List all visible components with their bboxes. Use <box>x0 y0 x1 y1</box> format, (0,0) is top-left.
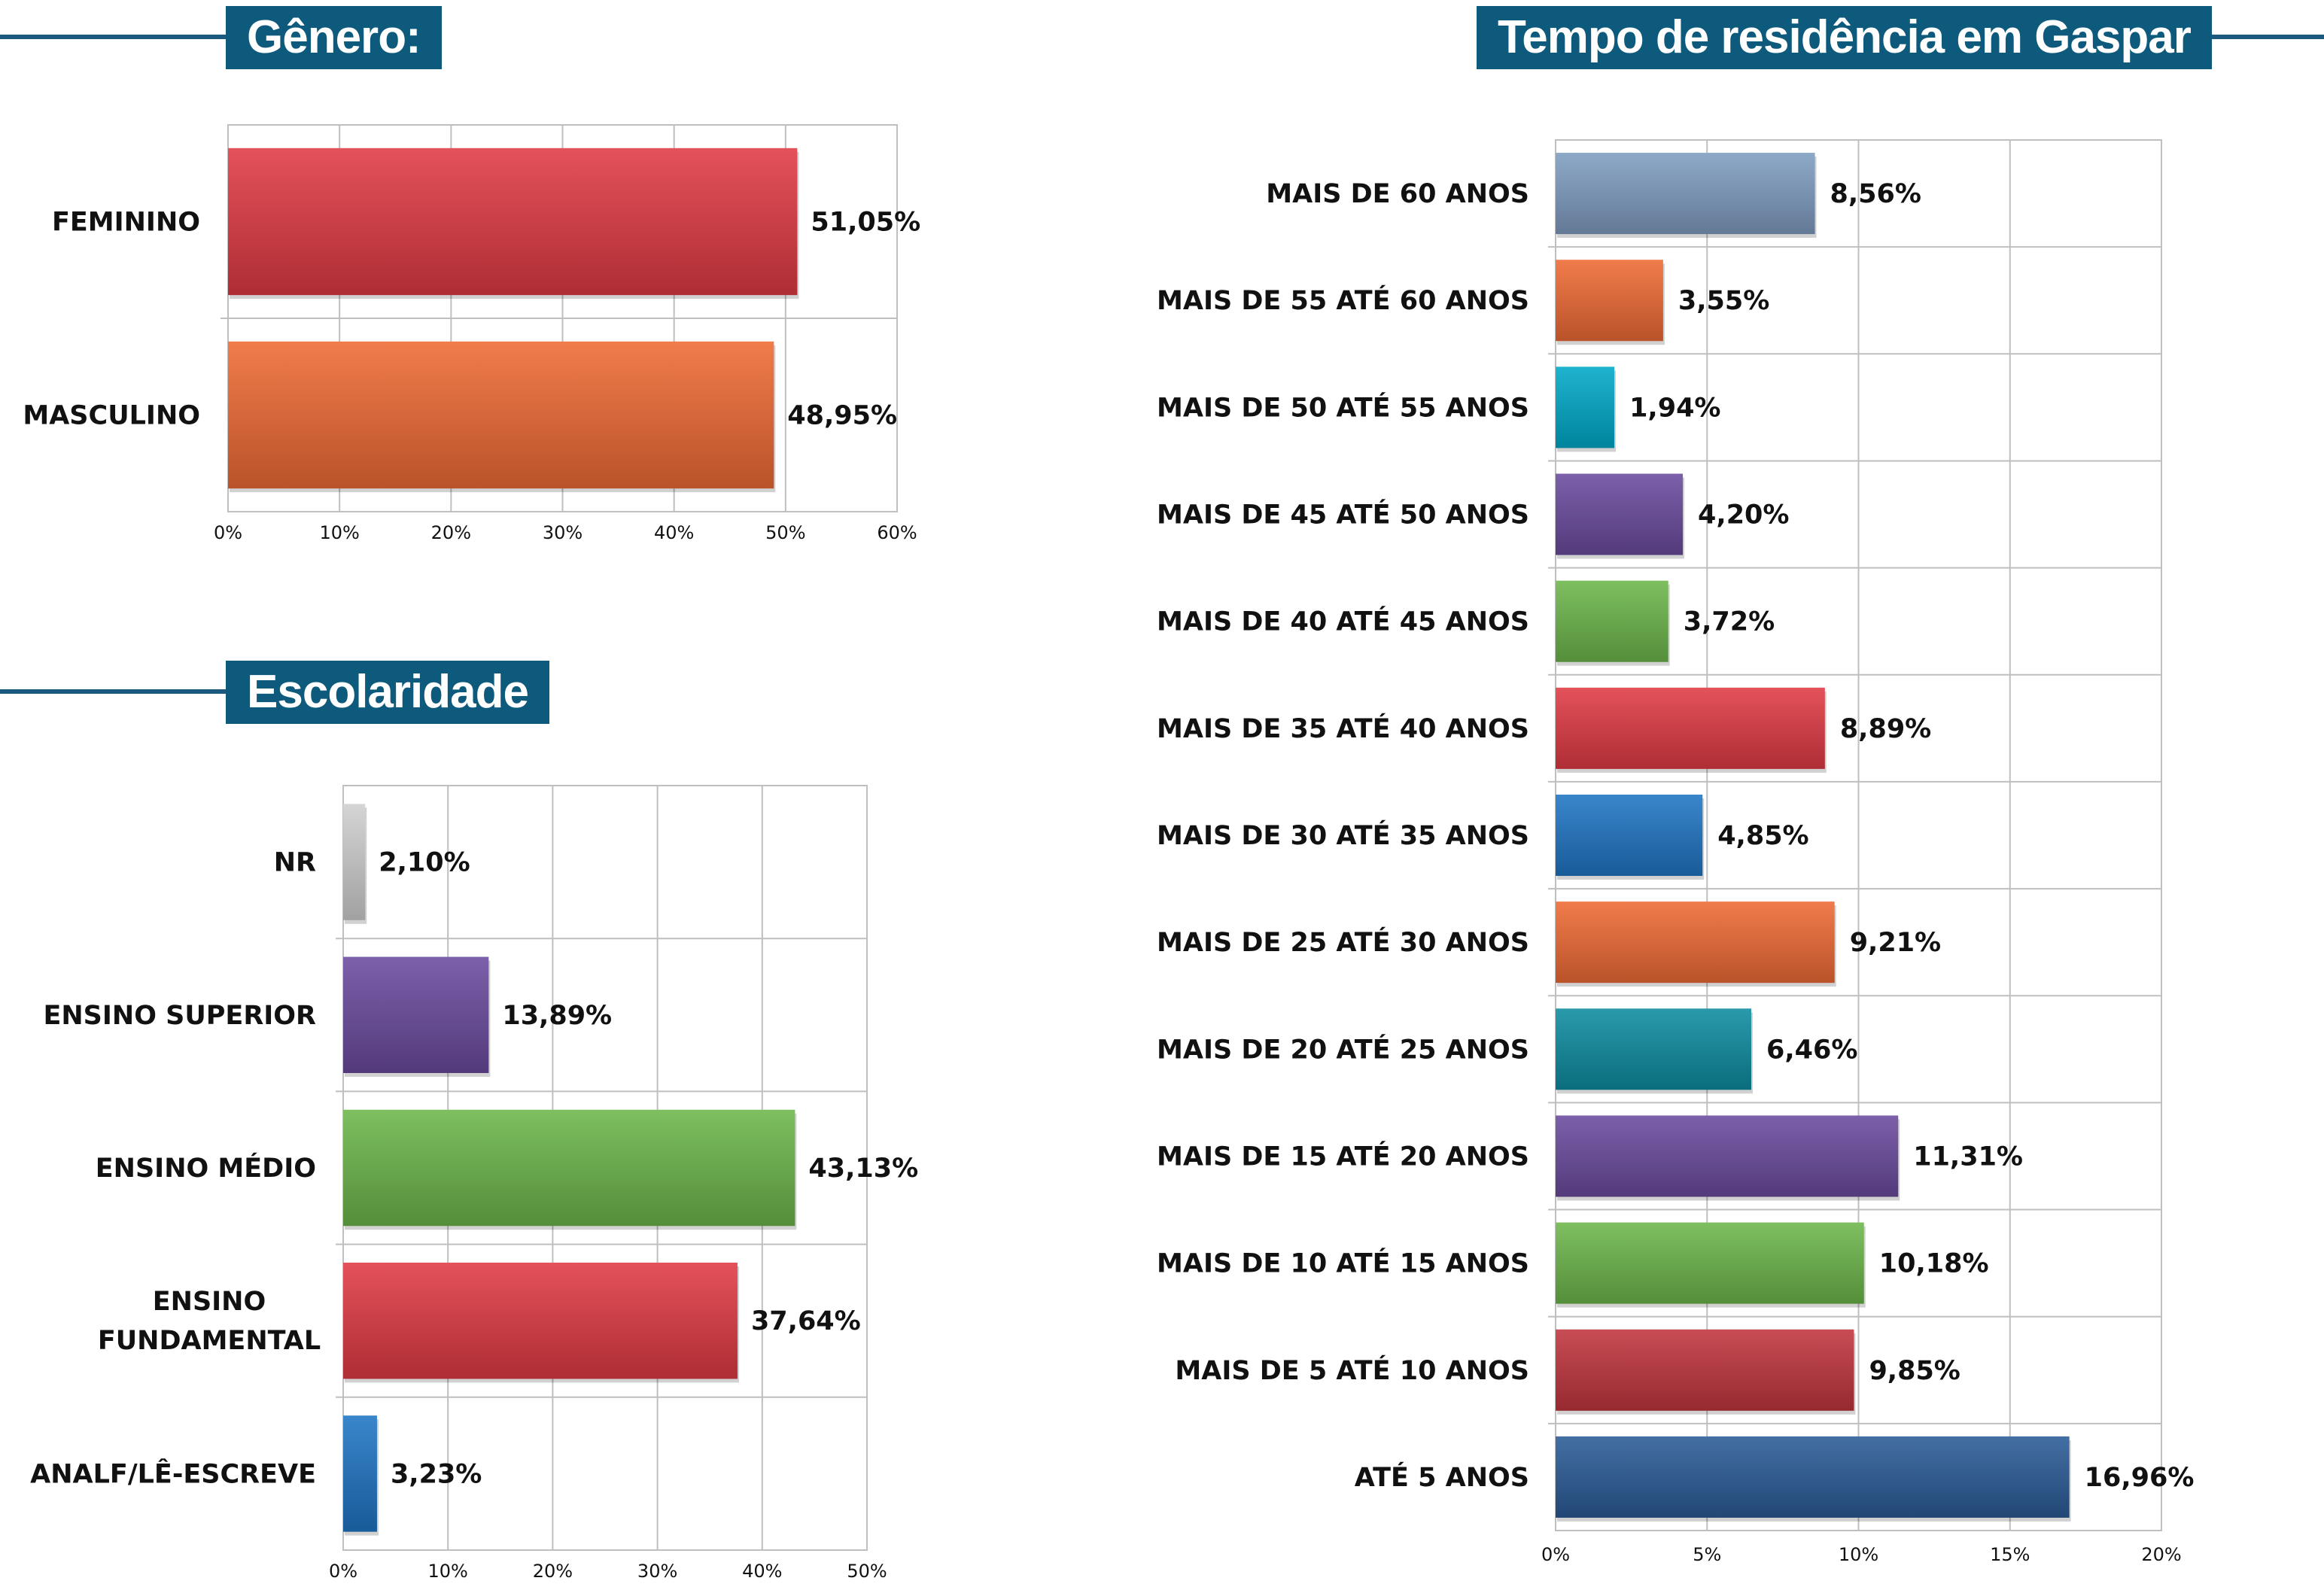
genero-value-label: 51,05% <box>811 208 920 238</box>
escolaridade-category-label: ENSINO SUPERIOR <box>43 1001 316 1031</box>
tempo-tick-label: 0% <box>1541 1544 1570 1565</box>
escolaridade-tick-label: 50% <box>847 1561 887 1582</box>
tempo-category-label: MAIS DE 30 ATÉ 35 ANOS <box>1157 819 1529 851</box>
genero-value-label: 48,95% <box>787 401 897 431</box>
tempo-category-label: MAIS DE 50 ATÉ 55 ANOS <box>1157 391 1529 423</box>
escolaridade-category-label: NR <box>274 848 316 878</box>
tempo-value-label: 8,56% <box>1830 179 1921 209</box>
tempo-category-label: MAIS DE 60 ANOS <box>1266 179 1529 209</box>
tempo-bar <box>1556 1008 1752 1090</box>
genero-header-line <box>0 35 226 39</box>
genero-tick-label: 0% <box>214 522 242 543</box>
escolaridade-bar <box>343 956 489 1074</box>
tempo-bar <box>1556 687 1825 769</box>
escolaridade-value-label: 43,13% <box>808 1154 918 1184</box>
tempo-category-label: MAIS DE 25 ATÉ 30 ANOS <box>1157 926 1529 958</box>
tempo-value-label: 6,46% <box>1766 1035 1857 1065</box>
tempo-bar <box>1556 580 1668 662</box>
tempo-category-label: MAIS DE 15 ATÉ 20 ANOS <box>1157 1140 1529 1172</box>
tempo-bar <box>1556 366 1615 448</box>
tempo-category-label: MAIS DE 5 ATÉ 10 ANOS <box>1175 1354 1529 1386</box>
tempo-value-label: 4,20% <box>1698 500 1789 530</box>
tempo-bar <box>1556 1115 1899 1197</box>
genero-tick-label: 20% <box>431 522 471 543</box>
escolaridade-tick-label: 0% <box>329 1561 357 1582</box>
tempo-value-label: 9,85% <box>1869 1356 1960 1386</box>
genero-bar <box>228 147 798 296</box>
genero-category-label: FEMININO <box>52 208 200 238</box>
escolaridade-category-label: ENSINO FUNDAMENTAL <box>98 1287 321 1356</box>
tempo-value-label: 3,55% <box>1678 286 1769 316</box>
tempo-value-label: 4,85% <box>1717 821 1808 851</box>
tempo-value-label: 3,72% <box>1684 607 1775 637</box>
escolaridade-bar <box>343 1109 795 1227</box>
escolaridade-tick-label: 10% <box>428 1561 468 1582</box>
genero-section-title: Gênero: <box>226 6 442 69</box>
tempo-bar <box>1556 794 1703 877</box>
tempo-bar <box>1556 260 1663 342</box>
escolaridade-tick-label: 30% <box>637 1561 677 1582</box>
escolaridade-tick-label: 40% <box>742 1561 782 1582</box>
genero-tick-label: 10% <box>319 522 359 543</box>
tempo-value-label: 16,96% <box>2085 1463 2195 1493</box>
tempo-category-label: MAIS DE 35 ATÉ 40 ANOS <box>1157 713 1529 744</box>
escolaridade-tick-label: 20% <box>533 1561 573 1582</box>
tempo-bar <box>1556 473 1684 555</box>
genero-tick-label: 60% <box>877 522 917 543</box>
tempo-category-label: MAIS DE 55 ATÉ 60 ANOS <box>1157 284 1529 316</box>
escolaridade-header-line <box>0 689 226 694</box>
tempo-tick-label: 5% <box>1693 1544 1721 1565</box>
tempo-value-label: 10,18% <box>1879 1249 1989 1279</box>
tempo-category-label: MAIS DE 40 ATÉ 45 ANOS <box>1157 606 1529 637</box>
escolaridade-bar <box>343 1262 738 1379</box>
tempo-bar <box>1556 153 1815 235</box>
escolaridade-bar <box>343 1415 377 1532</box>
tempo-value-label: 11,31% <box>1913 1142 2023 1172</box>
genero-chart: 0% 10% 20% 30% 40% 50% 60% 51,05% FEMININO 48,95%… <box>23 124 920 543</box>
tempo-value-label: 1,94% <box>1629 393 1720 423</box>
tempo-section-title: Tempo de residência em Gaspar <box>1477 6 2212 69</box>
tempo-tick-label: 20% <box>2141 1544 2181 1565</box>
genero-bar <box>228 341 774 489</box>
escolaridade-value-label: 2,10% <box>379 848 470 878</box>
genero-category-label: MASCULINO <box>23 401 200 431</box>
tempo-value-label: 9,21% <box>1850 928 1941 958</box>
tempo-bar <box>1556 901 1835 983</box>
escolaridade-value-label: 37,64% <box>751 1306 861 1336</box>
tempo-category-label: MAIS DE 20 ATÉ 25 ANOS <box>1157 1033 1529 1065</box>
tempo-bar <box>1556 1436 2070 1518</box>
tempo-chart: 0% 5% 10% 15% 20% 8,56% MAIS DE 60 ANOS 3,55% MA… <box>1157 139 2195 1565</box>
tempo-category-label: ATÉ 5 ANOS <box>1355 1461 1529 1493</box>
tempo-bar <box>1556 1222 1864 1304</box>
escolaridade-category-label: ANALF/LÊ-ESCREVE <box>30 1458 316 1489</box>
genero-tick-label: 30% <box>543 522 583 543</box>
tempo-value-label: 8,89% <box>1840 714 1931 744</box>
escolaridade-bar <box>343 804 366 920</box>
tempo-tick-label: 15% <box>1990 1544 2030 1565</box>
escolaridade-section-title: Escolaridade <box>226 661 549 724</box>
genero-tick-label: 50% <box>765 522 805 543</box>
escolaridade-value-label: 13,89% <box>502 1001 612 1031</box>
tempo-bar <box>1556 1329 1854 1411</box>
tempo-category-label: MAIS DE 45 ATÉ 50 ANOS <box>1157 499 1529 530</box>
escolaridade-value-label: 3,23% <box>391 1459 482 1489</box>
tempo-category-label: MAIS DE 10 ATÉ 15 ANOS <box>1157 1248 1529 1279</box>
genero-tick-label: 40% <box>654 522 694 543</box>
escolaridade-category-label: ENSINO MÉDIO <box>96 1152 316 1184</box>
tempo-tick-label: 10% <box>1839 1544 1878 1565</box>
escolaridade-chart: 0% 10% 20% 30% 40% 50% 2,10% NR 13,89% ENSINO SUP… <box>30 785 918 1582</box>
